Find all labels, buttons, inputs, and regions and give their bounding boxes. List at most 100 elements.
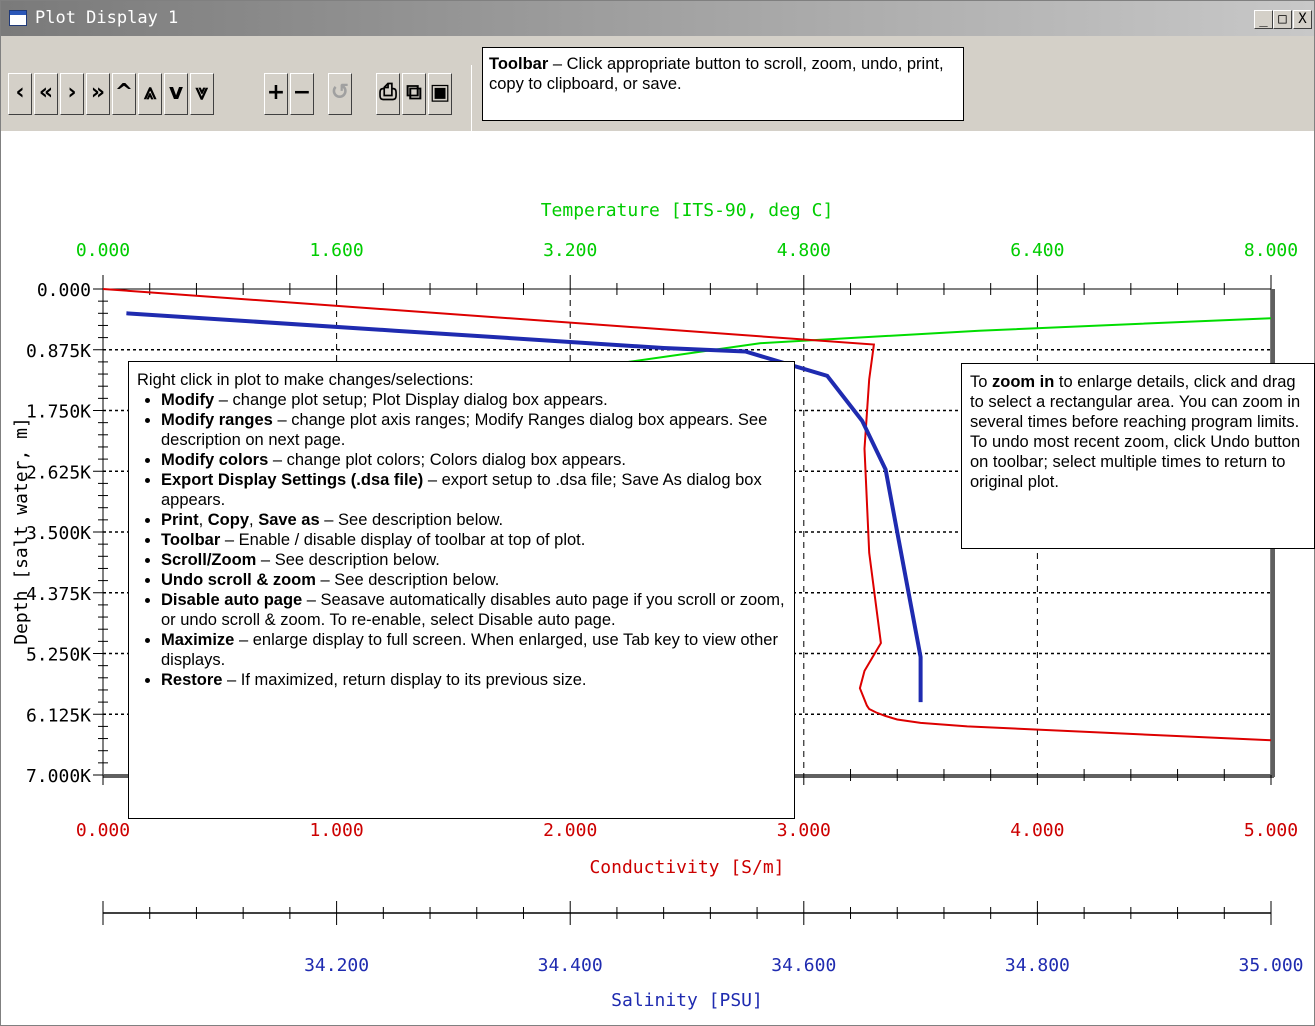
depth-tick-label: 2.625K [26, 462, 91, 483]
context-menu-callout: Right click in plot to make changes/sele… [128, 361, 795, 819]
salinity-tick-label: 34.600 [771, 955, 836, 976]
item-label: Disable auto page [161, 591, 303, 609]
item-text: – Enable / disable display of toolbar at… [220, 531, 586, 549]
list-item: Toolbar – Enable / disable display of to… [161, 530, 786, 550]
scroll-left-button[interactable]: ‹ [8, 73, 32, 115]
temperature-tick-label: 0.000 [76, 240, 130, 261]
conductivity-tick-label: 3.000 [777, 820, 831, 841]
conductivity-tick-label: 5.000 [1244, 820, 1298, 841]
print-button[interactable]: ⎙ [376, 73, 400, 115]
temperature-series-line [628, 317, 1272, 363]
list-item: Maximize – enlarge display to full scree… [161, 630, 786, 670]
zoom-callout: To zoom in to enlarge details, click and… [961, 363, 1315, 549]
item-text: – See description below. [315, 571, 500, 589]
copy-button[interactable]: ⧉ [402, 73, 426, 115]
item-label: Modify [161, 391, 215, 409]
scroll-down-button[interactable]: v [164, 73, 188, 115]
item-text: – See description below. [256, 551, 440, 569]
temperature-tick-label: 8.000 [1244, 240, 1298, 261]
title-bar[interactable]: Plot Display 1 _ □ X [1, 1, 1314, 36]
zoom-in-button[interactable]: + [264, 73, 288, 115]
close-button[interactable]: X [1293, 10, 1312, 29]
item-text: – export setup to .dsa file; Save As dia… [161, 471, 762, 509]
salinity-tick-label: 34.400 [538, 955, 603, 976]
item-label: Modify colors [161, 451, 269, 469]
item-text: – change plot setup; Plot Display dialog… [214, 391, 608, 409]
list-item: Restore – If maximized, return display t… [161, 670, 786, 690]
scroll-down-page-button[interactable]: ⩔ [190, 73, 214, 115]
item-label: Copy [207, 511, 250, 529]
depth-axis-title: Depth [salt water, m] [11, 417, 32, 645]
depth-tick-label: 1.750K [26, 402, 91, 423]
depth-tick-label: 5.250K [26, 645, 91, 666]
list-item: Undo scroll & zoom – See description bel… [161, 570, 786, 590]
item-text: – See description below. [319, 511, 504, 529]
depth-tick-label: 0.000 [37, 280, 91, 301]
scroll-left-page-button[interactable]: « [34, 73, 58, 115]
scroll-up-button[interactable]: ^ [112, 73, 136, 115]
temperature-tick-label: 6.400 [1010, 240, 1064, 261]
conductivity-tick-label: 4.000 [1010, 820, 1064, 841]
item-label: Modify ranges [161, 411, 273, 429]
save-button[interactable]: ▣ [428, 73, 452, 115]
item-label: Print [161, 511, 199, 529]
callout-text: to enlarge details, click and drag to se… [970, 373, 1301, 491]
callout-text: – Click appropriate button to scroll, zo… [489, 55, 944, 93]
window-icon [9, 10, 27, 26]
item-label: Toolbar [161, 531, 221, 549]
callout-text-pre: To [970, 373, 993, 391]
item-label: Restore [161, 671, 223, 689]
minimize-button[interactable]: _ [1254, 10, 1273, 29]
list-item: Modify ranges – change plot axis ranges;… [161, 410, 786, 450]
item-text: – Seasave automatically disables auto pa… [161, 591, 785, 629]
item-text: – change plot axis ranges; Modify Ranges… [161, 411, 768, 449]
item-text: – enlarge display to full screen. When e… [161, 631, 778, 669]
salinity-series-line [126, 311, 923, 703]
depth-tick-label: 0.875K [26, 341, 91, 362]
item-label: Undo scroll & zoom [161, 571, 316, 589]
callout-bold: zoom in [992, 373, 1055, 391]
conductivity-series-line [102, 288, 1272, 742]
callout-intro: Right click in plot to make changes/sele… [137, 371, 474, 389]
undo-button[interactable]: ↺ [328, 73, 352, 115]
callout-title: Toolbar [489, 55, 549, 73]
scroll-right-button[interactable]: › [60, 73, 84, 115]
list-item: Modify – change plot setup; Plot Display… [161, 390, 786, 410]
salinity-tick-label: 35.000 [1238, 955, 1303, 976]
item-sep: , [198, 511, 208, 529]
item-text: – If maximized, return display to its pr… [222, 671, 587, 689]
temperature-tick-label: 4.800 [777, 240, 831, 261]
depth-tick-label: 3.500K [26, 523, 91, 544]
toolbar-callout: Toolbar – Click appropriate button to sc… [482, 47, 964, 121]
list-item: Scroll/Zoom – See description below. [161, 550, 786, 570]
conductivity-tick-label: 1.000 [310, 820, 364, 841]
list-item: Disable auto page – Seasave automaticall… [161, 590, 786, 630]
conductivity-tick-label: 2.000 [543, 820, 597, 841]
item-sep: , [249, 511, 259, 529]
temperature-tick-label: 3.200 [543, 240, 597, 261]
depth-tick-label: 4.375K [26, 584, 91, 605]
salinity-tick-label: 34.200 [304, 955, 369, 976]
conductivity-axis-title: Conductivity [S/m] [589, 857, 784, 878]
salinity-axis-title: Salinity [PSU] [611, 990, 763, 1011]
salinity-tick-label: 34.800 [1005, 955, 1070, 976]
zoom-out-button[interactable]: − [290, 73, 314, 115]
scroll-up-page-button[interactable]: ⩓ [138, 73, 162, 115]
scroll-right-page-button[interactable]: » [86, 73, 110, 115]
item-label: Export Display Settings (.dsa file) [161, 471, 424, 489]
list-item: Export Display Settings (.dsa file) – ex… [161, 470, 786, 510]
depth-tick-label: 7.000K [26, 766, 91, 787]
window-title: Plot Display 1 [35, 8, 179, 28]
item-text: – change plot colors; Colors dialog box … [268, 451, 626, 469]
temperature-axis-title: Temperature [ITS-90, deg C] [541, 200, 834, 221]
maximize-button[interactable]: □ [1273, 10, 1292, 29]
item-label: Maximize [161, 631, 235, 649]
temperature-tick-label: 1.600 [310, 240, 364, 261]
depth-tick-label: 6.125K [26, 705, 91, 726]
list-item: Print, Copy, Save as – See description b… [161, 510, 786, 530]
item-label: Scroll/Zoom [161, 551, 257, 569]
menu-options-list: Modify – change plot setup; Plot Display… [137, 390, 786, 690]
conductivity-tick-label: 0.000 [76, 820, 130, 841]
list-item: Modify colors – change plot colors; Colo… [161, 450, 786, 470]
